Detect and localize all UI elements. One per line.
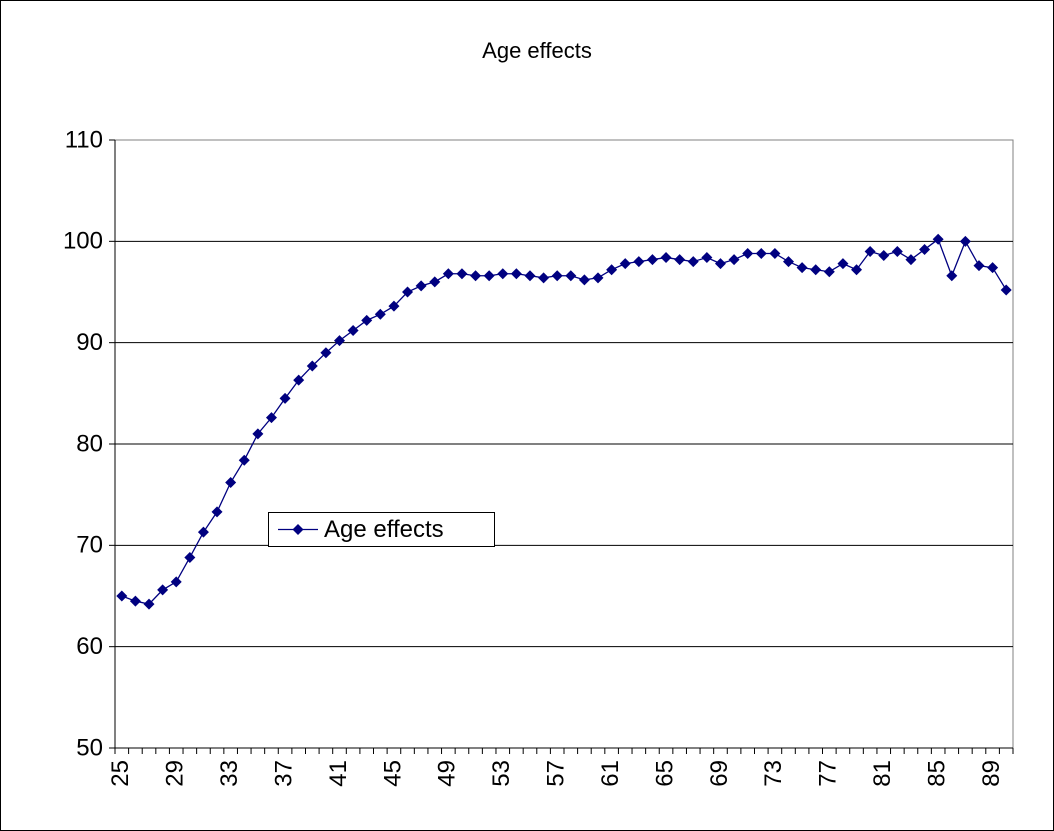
data-point: [347, 325, 359, 337]
data-point: [987, 262, 999, 274]
y-tick-label: 70: [76, 532, 103, 559]
data-point: [184, 551, 196, 563]
x-tick-label: 33: [216, 760, 243, 787]
x-tick-label: 69: [706, 760, 733, 787]
data-point: [238, 454, 250, 466]
data-point: [714, 258, 726, 270]
data-point: [687, 256, 699, 268]
data-point: [755, 247, 767, 259]
data-point: [973, 260, 985, 272]
x-tick-label: 61: [597, 760, 624, 787]
data-point: [946, 270, 958, 282]
data-point: [402, 286, 414, 298]
data-point: [470, 270, 482, 282]
y-tick-label: 80: [76, 430, 103, 457]
data-point: [116, 590, 128, 602]
data-point: [701, 252, 713, 264]
data-point: [320, 347, 332, 359]
data-point: [524, 270, 536, 282]
chart-title: Age effects: [482, 38, 592, 63]
x-tick-label: 45: [379, 760, 406, 787]
data-point: [442, 268, 454, 280]
data-point: [633, 256, 645, 268]
data-point: [170, 576, 182, 588]
data-point: [810, 264, 822, 276]
data-point: [606, 264, 618, 276]
x-tick-label: 85: [924, 760, 951, 787]
data-point: [129, 595, 141, 607]
data-point: [143, 598, 155, 610]
data-point: [252, 428, 264, 440]
data-point: [769, 247, 781, 259]
legend-marker: [292, 524, 304, 535]
x-tick-label: 89: [978, 760, 1005, 787]
data-point: [279, 392, 291, 404]
data-point: [742, 247, 754, 259]
data-point: [456, 268, 468, 280]
y-tick-label: 90: [76, 329, 103, 356]
data-point: [851, 264, 863, 276]
data-point: [837, 258, 849, 270]
data-point: [932, 233, 944, 245]
data-point: [510, 268, 522, 280]
data-point: [306, 360, 318, 372]
data-point: [334, 335, 345, 347]
data-point: [497, 268, 509, 280]
data-point: [225, 477, 237, 489]
data-point: [728, 254, 740, 266]
legend-label: Age effects: [324, 516, 444, 543]
data-point: [265, 412, 277, 424]
y-tick-label: 50: [76, 734, 103, 761]
data-point: [646, 254, 658, 266]
data-point: [429, 276, 441, 288]
data-point: [592, 272, 604, 284]
data-point: [619, 258, 631, 270]
y-tick-label: 60: [76, 633, 103, 660]
data-point: [905, 254, 917, 266]
data-point: [551, 270, 563, 282]
data-point: [796, 262, 808, 274]
data-point: [823, 266, 835, 278]
data-point: [565, 270, 577, 282]
data-point: [483, 270, 495, 282]
x-tick-label: 25: [107, 760, 134, 787]
data-point: [157, 584, 169, 596]
data-point: [388, 300, 400, 312]
data-point: [374, 308, 386, 320]
x-tick-label: 49: [434, 760, 461, 787]
data-point: [415, 280, 427, 292]
x-tick-label: 81: [869, 760, 896, 787]
x-tick-label: 57: [543, 760, 570, 787]
x-tick-label: 29: [162, 760, 189, 787]
data-point: [864, 245, 876, 257]
x-tick-label: 77: [815, 760, 842, 787]
y-tick-label: 100: [63, 228, 103, 255]
data-point: [538, 272, 550, 284]
data-point: [578, 274, 590, 286]
data-point: [211, 506, 223, 518]
data-point: [959, 235, 971, 247]
data-point: [674, 254, 686, 266]
x-tick-label: 73: [760, 760, 787, 787]
x-tick-label: 53: [488, 760, 515, 787]
data-point: [197, 526, 209, 538]
data-point: [660, 252, 672, 264]
x-tick-label: 41: [325, 760, 352, 787]
x-tick-label: 65: [651, 760, 678, 787]
data-point: [878, 250, 890, 262]
data-point: [293, 374, 305, 386]
data-point: [361, 314, 373, 326]
data-point: [919, 243, 931, 255]
y-tick-label: 110: [65, 126, 103, 153]
x-tick-label: 37: [270, 760, 297, 787]
data-point: [783, 256, 794, 268]
data-point: [1000, 284, 1012, 296]
data-point: [891, 245, 903, 257]
